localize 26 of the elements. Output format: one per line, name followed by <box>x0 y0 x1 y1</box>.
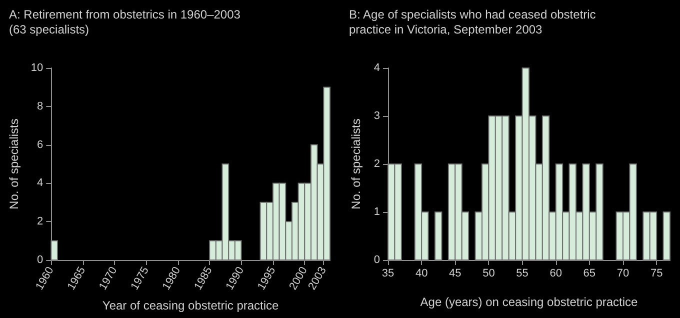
x-tick-label: 60 <box>550 268 562 280</box>
y-tick-label: 10 <box>30 62 44 74</box>
chart-title: B: Age of specialists who had ceased obstetric practice in Victoria, September 2003 <box>349 8 596 36</box>
y-tick-label: 2 <box>37 216 44 228</box>
y-tick-label: 1 <box>374 206 380 218</box>
y-tick-label: 8 <box>37 100 44 112</box>
x-tick-label: 55 <box>516 268 528 280</box>
y-tick-label: 6 <box>37 138 44 151</box>
x-tick-label: 35 <box>382 268 394 280</box>
x-axis-title: Year of ceasing obstetric practice <box>102 298 280 312</box>
y-tick-label: 4 <box>37 177 44 190</box>
y-axis-title: No. of specialists <box>7 118 21 210</box>
x-tick-label: 45 <box>449 268 462 280</box>
y-tick-label: 3 <box>374 110 380 122</box>
y-axis-title: No. of specialists <box>349 118 363 210</box>
x-tick-label: 65 <box>583 268 596 280</box>
x-tick-label: 75 <box>650 268 663 280</box>
chart-title: A: Retirement from obstetrics in 1960–2003 (63 specialists) <box>9 8 241 36</box>
y-tick-label: 0 <box>374 254 380 266</box>
x-tick-label: 50 <box>482 268 495 280</box>
y-tick-label: 0 <box>37 254 44 266</box>
y-tick-label: 4 <box>374 62 380 74</box>
y-tick-label: 2 <box>374 158 380 170</box>
x-axis-title: Age (years) on ceasing obstetric practice <box>420 295 638 309</box>
x-tick-label: 40 <box>415 268 428 280</box>
x-tick-label: 70 <box>616 268 630 280</box>
